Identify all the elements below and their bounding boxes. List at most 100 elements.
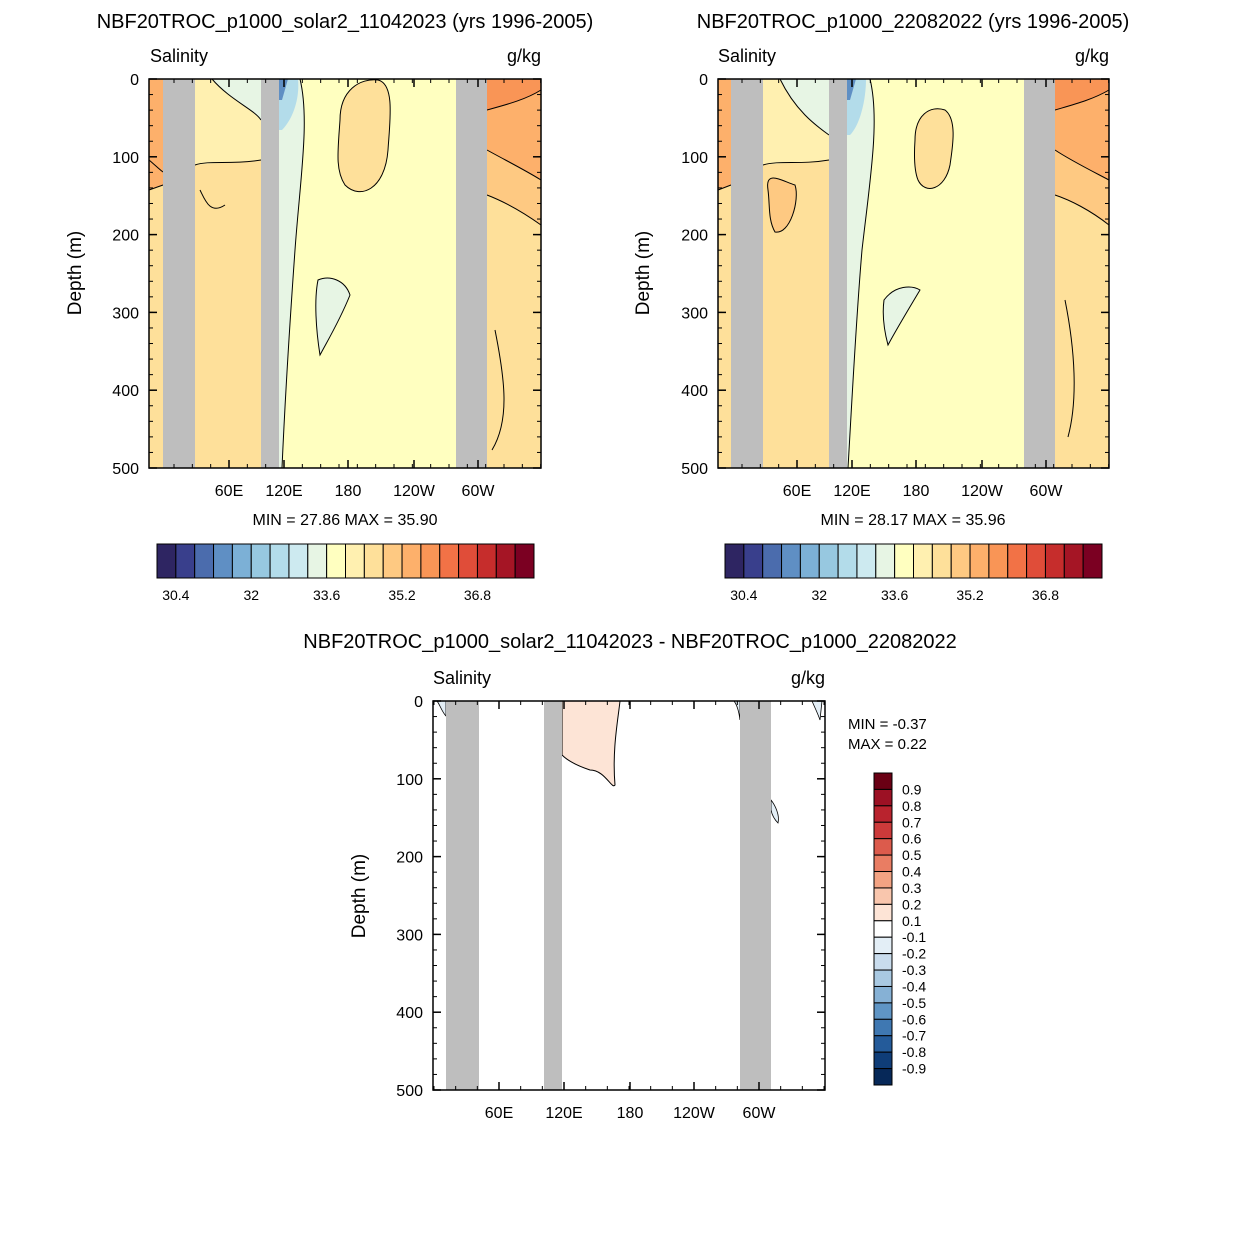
panel-2-title: NBF20TROC_p1000_22082022 (yrs 1996-2005) (697, 11, 1130, 33)
panel-2-land-africa (731, 79, 763, 468)
colorbar-label: 0.6 (902, 831, 922, 847)
panel-1-min-max: MIN = 27.86 MAX = 35.90 (253, 512, 438, 529)
colorbar-label: -0.9 (902, 1061, 926, 1077)
colorbar-swatch (873, 985, 893, 1004)
panel-1-contour-lines (148, 78, 542, 469)
colorbar-swatch (873, 788, 893, 807)
panel-1-indian-deep (195, 160, 261, 468)
colorbar-label: 0.5 (902, 847, 922, 863)
colorbar-swatch (873, 838, 893, 856)
panel-3-title: NBF20TROC_p1000_solar2_11042023 - NBF20T… (303, 631, 956, 653)
colorbar-label: 0.4 (902, 864, 922, 880)
colorbar-swatch (873, 871, 893, 889)
colorbar-swatch (818, 543, 839, 579)
colorbar-swatch (231, 543, 252, 579)
colorbar-swatch (439, 543, 460, 579)
colorbar-swatch (724, 543, 745, 579)
colorbar-swatch (969, 543, 990, 579)
colorbar-swatch (1026, 543, 1046, 579)
panel-2: NBF20TROC_p1000_22082022 (yrs 1996-2005)… (633, 11, 1129, 603)
colorbar-swatch (873, 1035, 893, 1053)
colorbar-swatch (326, 543, 346, 579)
colorbar-label: -0.3 (902, 962, 926, 978)
colorbar-swatch (476, 543, 497, 579)
y-tick-label: 500 (681, 461, 708, 478)
panel-2-land-americas (1024, 79, 1055, 468)
panel-2-indian-fresh (780, 79, 829, 135)
colorbar-swatch (931, 543, 952, 579)
panel-3-plot-area (432, 700, 826, 1091)
colorbar-swatch (382, 543, 403, 579)
x-tick-label: 60W (462, 483, 496, 500)
panel-1: NBF20TROC_p1000_solar2_11042023 (yrs 199… (65, 11, 593, 603)
colorbar-swatch (950, 543, 971, 579)
colorbar-swatch (762, 543, 783, 579)
panel-1-plot-area (148, 78, 542, 469)
panel-3-land-americas (740, 701, 771, 1090)
panel-2-y-axis-label: Depth (m) (633, 231, 654, 315)
panel-3-units-label: g/kg (791, 668, 825, 688)
colorbar-swatch (873, 953, 893, 971)
panel-2-frame (717, 78, 1110, 469)
x-tick-label: 120W (393, 483, 436, 500)
x-tick-label: 60W (1030, 483, 1064, 500)
panel-3: NBF20TROC_p1000_solar2_11042023 - NBF20T… (303, 631, 956, 1122)
colorbar-label: -0.7 (902, 1028, 926, 1044)
panel-2-contour-lines (717, 78, 1110, 469)
colorbar-label: 32 (811, 587, 827, 603)
panel-3-max-label: MAX = 0.22 (848, 736, 927, 753)
panel-1-surface-salty-west (149, 79, 163, 190)
colorbar-label: 30.4 (730, 587, 757, 603)
colorbar-swatch (1082, 543, 1103, 579)
colorbar-label: 0.7 (902, 814, 922, 830)
panel-1-intermediate-fresh (315, 277, 351, 357)
colorbar-label: -0.4 (902, 978, 926, 994)
colorbar-label: -0.1 (902, 929, 926, 945)
colorbar-swatch (913, 543, 933, 579)
colorbar-swatch (873, 821, 893, 840)
colorbar-swatch (894, 543, 915, 579)
colorbar-label: 0.8 (902, 798, 922, 814)
colorbar-swatch (781, 543, 801, 579)
x-tick-label: 120W (673, 1105, 716, 1122)
y-tick-label: 100 (396, 772, 423, 789)
y-tick-label: 500 (112, 461, 139, 478)
colorbar-swatch (156, 543, 177, 579)
panel-1-frame (148, 78, 542, 469)
y-tick-label: 0 (414, 694, 423, 711)
colorbar-swatch (363, 543, 384, 579)
colorbar-swatch (873, 1068, 893, 1086)
panel-3-colorbar: 0.90.80.70.60.50.40.30.20.1-0.1-0.2-0.3-… (873, 772, 926, 1086)
panel-3-positive-anomaly (561, 700, 621, 787)
colorbar-swatch (873, 969, 893, 987)
colorbar-swatch (799, 543, 820, 579)
colorbar-label: 33.6 (313, 587, 340, 603)
colorbar-swatch (175, 543, 196, 579)
colorbar-label: 36.8 (464, 587, 491, 603)
colorbar-label: 33.6 (881, 587, 908, 603)
colorbar-label: 36.8 (1032, 587, 1059, 603)
panel-2-land-maritime-continent (829, 79, 847, 468)
y-tick-label: 100 (112, 150, 139, 167)
x-tick-label: 180 (335, 483, 362, 500)
panel-3-min-label: MIN = -0.37 (848, 716, 927, 733)
y-tick-label: 200 (112, 228, 139, 245)
x-tick-label: 180 (903, 483, 930, 500)
panel-3-land-maritime-continent (544, 701, 562, 1090)
colorbar-swatch (873, 936, 893, 955)
panel-3-y-axis-label: Depth (m) (349, 854, 370, 938)
colorbar-swatch (495, 543, 516, 579)
colorbar-label: 35.2 (388, 587, 415, 603)
colorbar-label: 0.2 (902, 896, 922, 912)
y-tick-label: 300 (112, 305, 139, 322)
y-tick-label: 500 (396, 1083, 423, 1100)
y-tick-label: 300 (681, 305, 708, 322)
x-tick-label: 60E (485, 1105, 513, 1122)
colorbar-swatch (873, 805, 893, 823)
y-tick-label: 300 (396, 927, 423, 944)
panel-3-negative-anomaly-east (811, 700, 823, 721)
panel-1-land-americas (456, 79, 487, 468)
colorbar-label: -0.2 (902, 946, 926, 962)
panel-1-units-label: g/kg (507, 46, 541, 66)
